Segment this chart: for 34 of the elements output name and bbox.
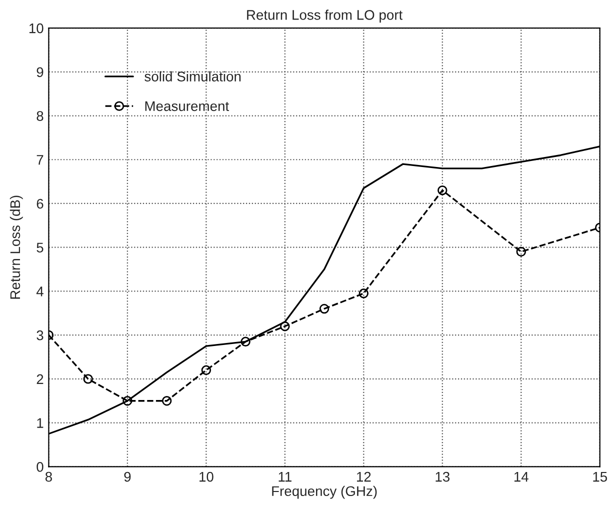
y-tick-label: 6 [36,198,44,209]
point [201,365,212,376]
y-tick-label: 3 [36,330,44,340]
x-tick-label: 9 [124,472,131,482]
x-tick-label: 8 [45,472,52,482]
y-tick-label: 9 [36,67,44,78]
chart-title: Return Loss from LO port [247,10,403,23]
y-tick-label: 1 [37,418,44,428]
legend-label: Measurement [145,101,230,112]
x-tick-label: 14 [514,472,528,482]
x-tick-label: 12 [356,472,371,482]
x-tick-label: 13 [436,472,450,482]
x-tick-label: 10 [200,472,214,482]
y-tick-label: 5 [36,242,44,253]
y-tick-label: 7 [36,155,44,165]
y-axis-title: Return Loss (dB) [10,196,23,299]
legend-label: solid Simulation [144,71,241,82]
x-tick-label: 15 [593,472,608,482]
y-tick-label: 4 [36,286,44,296]
point [438,185,448,196]
point [83,374,93,384]
point [358,288,369,298]
y-tick-label: 10 [29,23,44,34]
point [319,304,330,314]
point [162,396,172,406]
y-tick-label: 0 [36,462,44,472]
y-tick-label: 2 [36,374,44,384]
x-axis-title: Frequency (GHz) [272,486,377,499]
point [240,336,250,347]
point [122,396,132,406]
x-tick-label: 11 [278,472,292,482]
point [516,246,526,257]
y-tick-label: 8 [36,111,44,121]
point [280,321,290,332]
